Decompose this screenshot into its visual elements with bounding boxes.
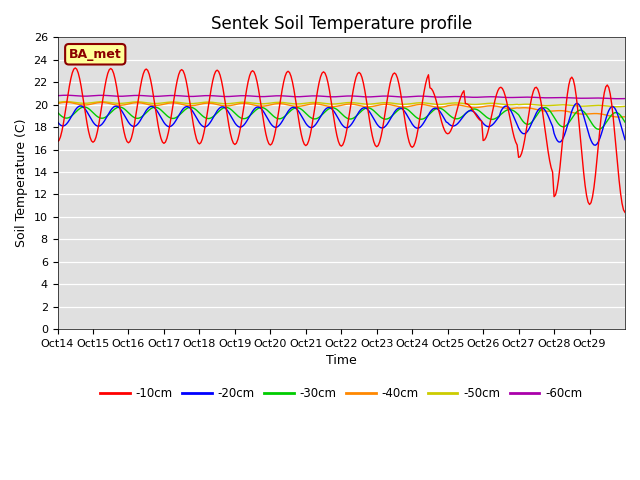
Y-axis label: Soil Temperature (C): Soil Temperature (C) xyxy=(15,119,28,247)
Title: Sentek Soil Temperature profile: Sentek Soil Temperature profile xyxy=(211,15,472,33)
X-axis label: Time: Time xyxy=(326,354,356,367)
Text: BA_met: BA_met xyxy=(69,48,122,61)
Legend: -10cm, -20cm, -30cm, -40cm, -50cm, -60cm: -10cm, -20cm, -30cm, -40cm, -50cm, -60cm xyxy=(95,383,587,405)
